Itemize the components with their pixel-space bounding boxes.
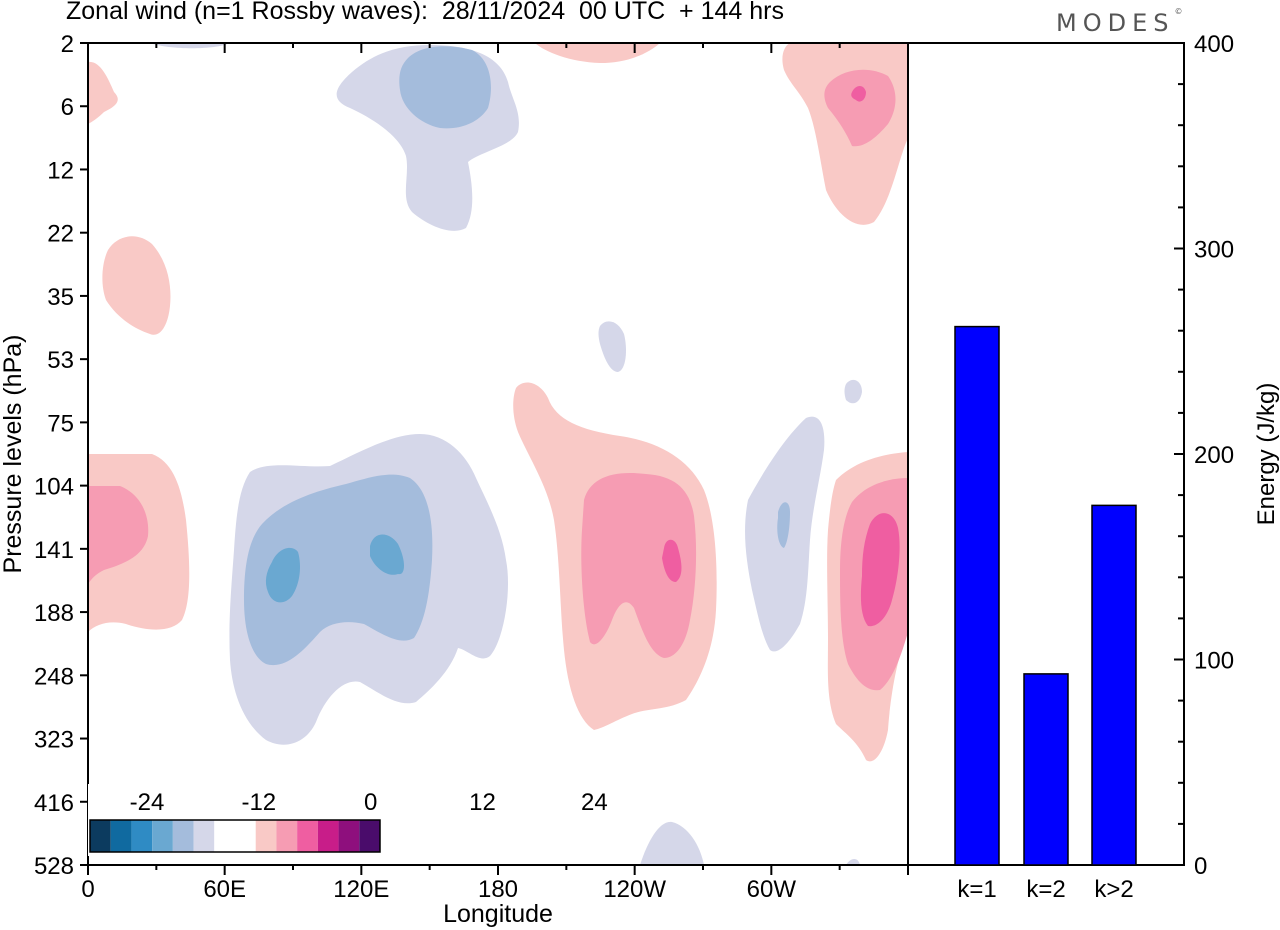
colorbar-swatch xyxy=(110,820,132,852)
energy-tick-label: 200 xyxy=(1194,442,1234,469)
energy-bar xyxy=(1023,673,1069,866)
y-tick-label: 141 xyxy=(34,537,74,564)
y-tick-label: 188 xyxy=(34,600,74,627)
contour-positive xyxy=(662,539,682,582)
colorbar-label: 24 xyxy=(581,789,608,816)
energy-tick-label: 400 xyxy=(1194,31,1234,58)
colorbar-swatch xyxy=(90,820,111,852)
colorbar-label: 12 xyxy=(469,789,496,816)
colorbar-label: -24 xyxy=(130,789,165,816)
x-tick-label: 60E xyxy=(203,876,246,903)
colorbar-swatch xyxy=(255,820,277,852)
x-tick-label: 60W xyxy=(747,876,797,903)
x-axis-label: Longitude xyxy=(443,900,553,928)
colorbar-swatch xyxy=(235,820,256,852)
y-tick-label: 528 xyxy=(34,853,74,880)
bar-category-label: k>2 xyxy=(1094,876,1133,903)
contour-positive xyxy=(851,86,866,102)
colorbar-swatch xyxy=(193,820,215,852)
x-tick-label: 180 xyxy=(478,876,518,903)
contour-negative xyxy=(244,474,433,666)
y-tick-label: 104 xyxy=(34,474,74,501)
contour-negative xyxy=(598,321,626,372)
colorbar-swatch xyxy=(152,820,173,852)
colorbar-swatch xyxy=(359,820,380,852)
contour-positive xyxy=(860,513,900,627)
y-tick-label: 75 xyxy=(47,410,74,437)
colorbar-swatch xyxy=(338,820,360,852)
y-tick-label: 22 xyxy=(47,221,74,248)
energy-tick-label: 300 xyxy=(1194,237,1234,264)
contour-positive xyxy=(782,43,908,225)
y-tick-label: 323 xyxy=(34,727,74,754)
energy-bars: k=1 k=2 k>2 xyxy=(954,325,1137,903)
colorbar-swatch xyxy=(131,820,153,852)
contour-positive xyxy=(88,486,149,584)
colorbar-swatch xyxy=(317,820,339,852)
contour-negative xyxy=(777,502,790,548)
contour-negative xyxy=(370,534,404,575)
y-tick-label: 416 xyxy=(34,790,74,817)
x-axis-ticks: 0 60E 120E 180 120W 60W xyxy=(81,43,909,903)
energy-axis-label: Energy (J/kg) xyxy=(1253,383,1280,526)
contour-negative xyxy=(150,43,230,49)
energy-tick-label: 100 xyxy=(1194,648,1234,675)
y-axis-ticks: 2 6 12 22 35 53 75 104 141 188 248 323 416 528 xyxy=(34,31,88,880)
contour-negative xyxy=(640,821,704,865)
logo-text: MODES xyxy=(1056,9,1175,37)
colorbar-swatch xyxy=(276,820,298,852)
y-axis-label: Pressure levels (hPa) xyxy=(0,335,27,574)
colorbar-label: 0 xyxy=(364,789,377,816)
colorbar-swatch xyxy=(297,820,318,852)
copyright-mark: © xyxy=(1174,7,1183,16)
contour-positive xyxy=(535,43,660,63)
energy-bar xyxy=(954,325,1000,866)
colorbar-label: -12 xyxy=(241,789,276,816)
x-tick-label: 120E xyxy=(333,876,389,903)
energy-bar xyxy=(1091,504,1137,866)
colorbar-swatch xyxy=(172,820,194,852)
contour-negative xyxy=(844,379,862,404)
bar-category-label: k=2 xyxy=(1026,876,1065,903)
y-tick-label: 248 xyxy=(34,663,74,690)
contour-negative xyxy=(265,547,300,603)
bar-category-label: k=1 xyxy=(957,876,996,903)
y-tick-label: 6 xyxy=(61,94,74,121)
contour-negative xyxy=(846,858,860,865)
y-tick-label: 12 xyxy=(47,157,74,184)
x-tick-label: 0 xyxy=(81,876,94,903)
contour-positive xyxy=(102,236,171,335)
colorbar-border xyxy=(89,819,381,853)
contour-positive xyxy=(824,69,896,147)
contour-negative xyxy=(399,46,491,129)
y-tick-label: 53 xyxy=(47,347,74,374)
colorbar-swatch xyxy=(214,820,235,852)
y-tick-label: 35 xyxy=(47,284,74,311)
contour-positive xyxy=(88,61,118,124)
colorbar: -24 -12 0 12 24 xyxy=(88,784,608,856)
chart-title: Zonal wind (n=1 Rossby waves): 28/11/202… xyxy=(66,0,784,25)
energy-tick-label: 0 xyxy=(1194,853,1207,880)
modes-logo: MODES© xyxy=(1056,7,1183,37)
x-tick-label: 120W xyxy=(603,876,666,903)
right-y-axis-ticks: 0 100 200 300 400 xyxy=(1174,31,1234,880)
y-tick-label: 2 xyxy=(61,31,74,58)
wind-field xyxy=(88,43,908,865)
contour-positive xyxy=(581,473,697,658)
